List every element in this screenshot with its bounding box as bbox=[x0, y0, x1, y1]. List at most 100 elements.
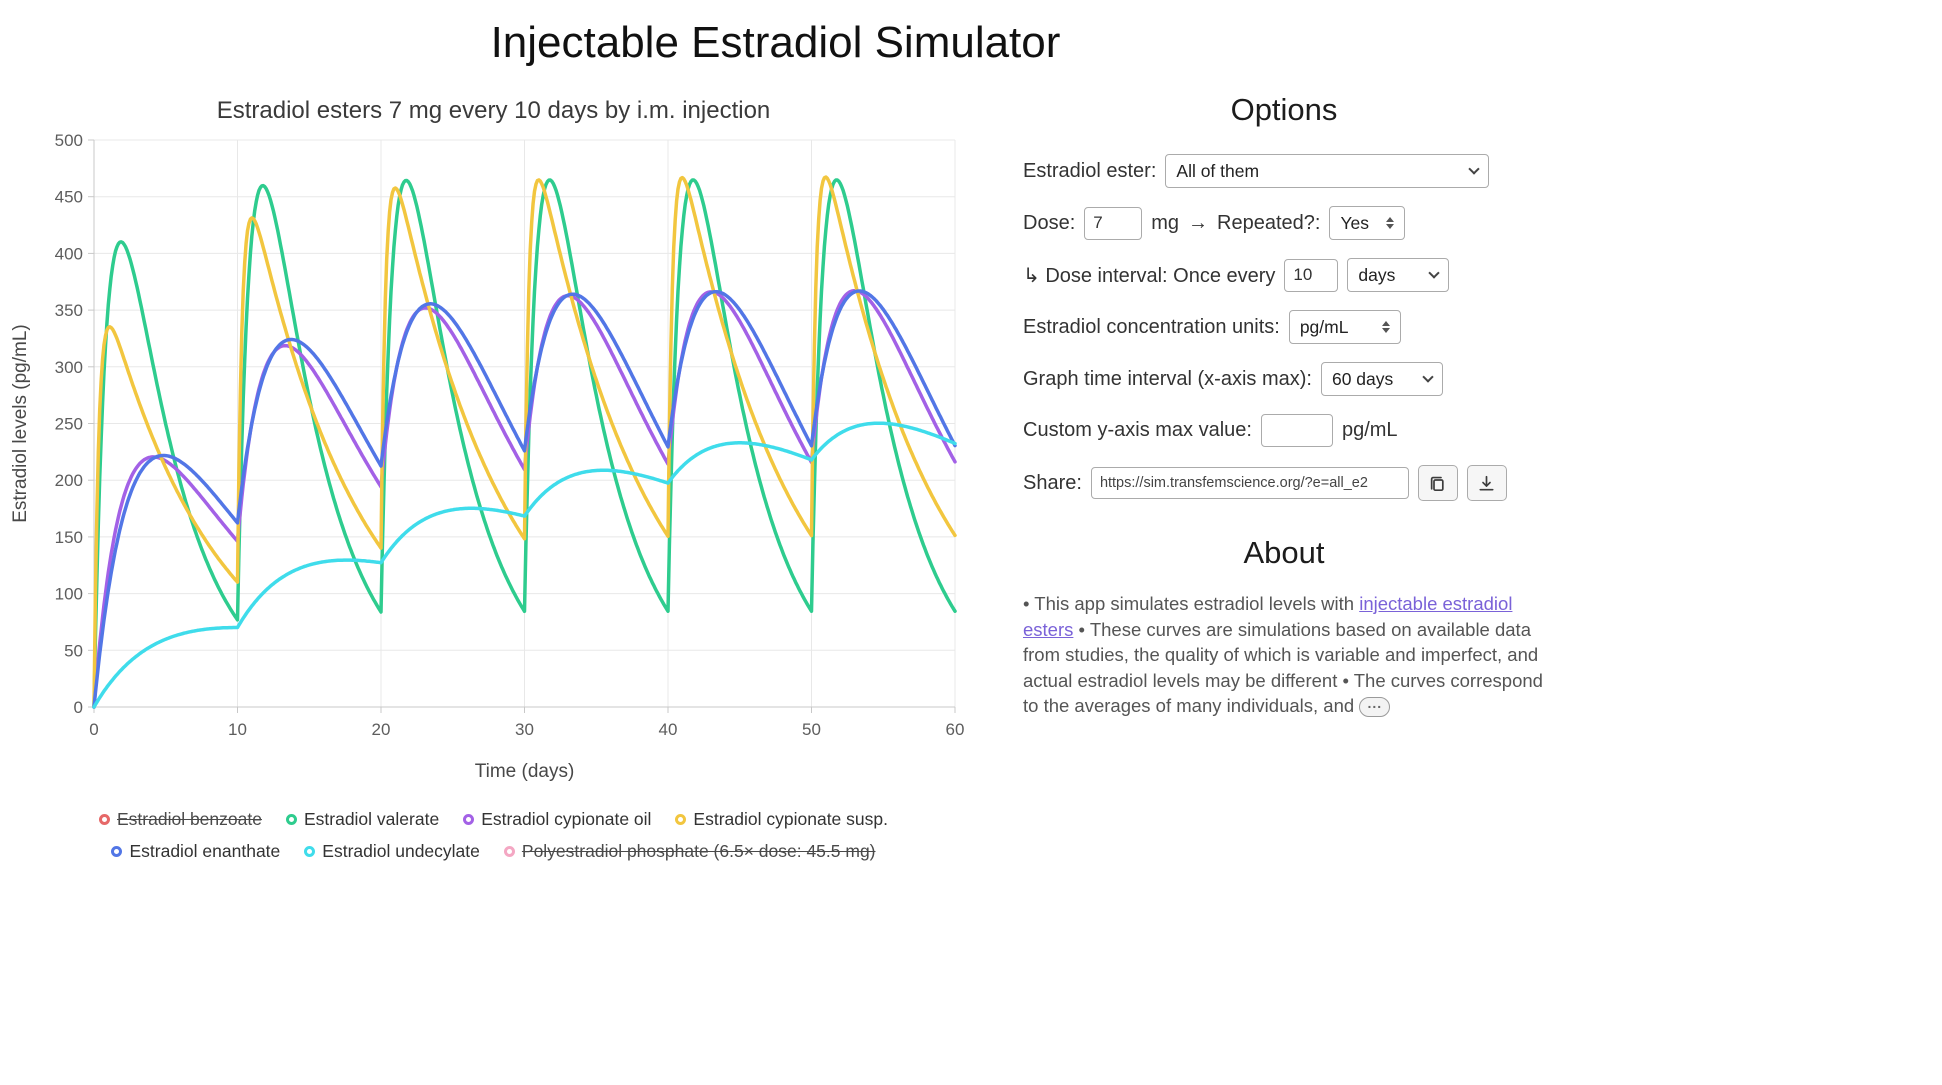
y-axis-title: Estradiol levels (pg/mL) bbox=[10, 324, 31, 523]
options-heading: Options bbox=[1230, 92, 1338, 127]
legend-label: Estradiol enanthate bbox=[129, 841, 281, 861]
y-tick-label: 300 bbox=[55, 358, 83, 377]
y-tick-label: 500 bbox=[55, 131, 83, 150]
legend-item[interactable]: Estradiol valerate bbox=[285, 809, 440, 830]
units-label: Estradiol concentration units: bbox=[1023, 315, 1280, 338]
series-estradiol-cypionate-susp-[interactable] bbox=[92, 175, 957, 709]
download-icon bbox=[1479, 475, 1494, 491]
series-estradiol-undecylate[interactable] bbox=[92, 421, 957, 709]
legend-marker-icon bbox=[463, 814, 475, 825]
x-tick-label: 60 bbox=[946, 720, 965, 739]
ester-select-value: All of them bbox=[1176, 160, 1260, 181]
legend-label: Estradiol undecylate bbox=[322, 841, 480, 861]
y-tick-label: 250 bbox=[55, 415, 83, 434]
y-tick-label: 450 bbox=[55, 188, 83, 207]
dose-interval-unit-select[interactable]: days bbox=[1347, 258, 1450, 292]
legend-marker-icon bbox=[111, 846, 123, 857]
x-tick-label: 50 bbox=[802, 720, 821, 739]
ymax-unit-label: pg/mL bbox=[1341, 419, 1398, 441]
legend-item[interactable]: Estradiol cypionate oil bbox=[463, 809, 651, 830]
legend-label: Polyestradiol phosphate (6.5× dose: 45.5… bbox=[521, 841, 876, 861]
repeated-label: Repeated?: bbox=[1217, 211, 1321, 234]
up-down-arrows-icon bbox=[1381, 321, 1390, 333]
share-url-input[interactable] bbox=[1090, 467, 1409, 499]
y-tick-label: 0 bbox=[74, 698, 83, 717]
share-row: Share: bbox=[1023, 465, 1545, 501]
x-tick-label: 10 bbox=[228, 720, 247, 739]
chart-section: 0 50 100 150 200 250 300 350 400 450 500 0 10 20 30 40 5… bbox=[6, 92, 981, 873]
graph-interval-row: Graph time interval (x-axis max): 60 day… bbox=[1023, 362, 1545, 396]
legend-marker-icon bbox=[675, 814, 687, 825]
units-row: Estradiol concentration units: pg/mL bbox=[1023, 310, 1545, 344]
dose-input[interactable] bbox=[1084, 206, 1143, 240]
legend-marker-icon bbox=[503, 846, 515, 857]
copy-icon bbox=[1431, 476, 1445, 491]
ymax-row: Custom y-axis max value: pg/mL bbox=[1023, 414, 1545, 447]
arrow-right-icon: → bbox=[1188, 211, 1209, 234]
legend-item[interactable]: Polyestradiol phosphate (6.5× dose: 45.5… bbox=[503, 841, 876, 862]
expand-about-button[interactable]: ... bbox=[1359, 696, 1391, 718]
download-button[interactable] bbox=[1466, 465, 1507, 501]
chevron-down-icon bbox=[1428, 267, 1441, 279]
x-tick-label: 20 bbox=[372, 720, 391, 739]
ester-select[interactable]: All of them bbox=[1165, 154, 1490, 188]
dose-interval-unit-value: days bbox=[1358, 264, 1396, 285]
x-tick-label: 0 bbox=[89, 720, 98, 739]
legend-row: Estradiol enanthate Estradiol undecylate P… bbox=[6, 841, 981, 862]
side-panel: Options Estradiol ester: All of them Dos… bbox=[1023, 92, 1545, 719]
copy-link-button[interactable] bbox=[1417, 465, 1458, 501]
dose-interval-row: ↳ Dose interval: Once every days bbox=[1023, 258, 1545, 292]
units-select-value: pg/mL bbox=[1299, 316, 1349, 337]
dose-row: Dose: mg → Repeated?: Yes bbox=[1023, 206, 1545, 240]
y-tick-label: 100 bbox=[55, 585, 83, 604]
chevron-down-icon bbox=[1468, 163, 1481, 175]
about-text-pre: • This app simulates estradiol levels wi… bbox=[1023, 593, 1360, 614]
y-tick-label: 400 bbox=[55, 244, 83, 263]
y-tick-label: 200 bbox=[55, 471, 83, 490]
legend-marker-icon bbox=[99, 814, 110, 825]
legend-item[interactable]: Estradiol cypionate susp. bbox=[675, 809, 888, 830]
y-tick-label: 150 bbox=[55, 528, 83, 547]
up-down-arrows-icon bbox=[1386, 217, 1395, 229]
legend-item[interactable]: Estradiol undecylate bbox=[304, 841, 480, 862]
graph-interval-label: Graph time interval (x-axis max): bbox=[1023, 367, 1312, 390]
injectable-esters-link[interactable]: injectable estradiol esters bbox=[1023, 593, 1513, 640]
x-tick-label: 40 bbox=[659, 720, 678, 739]
dose-interval-label: ↳ Dose interval: Once every bbox=[1023, 264, 1276, 287]
ymax-input[interactable] bbox=[1260, 414, 1333, 447]
legend-row: Estradiol benzoate Estradiol valerate Estr… bbox=[6, 809, 981, 830]
about-text-post: • These curves are simulations based on … bbox=[1023, 618, 1543, 717]
page-container: Injectable Estradiol Simulator 0 50 100 150… bbox=[6, 18, 1545, 873]
series-estradiol-enanthate[interactable] bbox=[92, 289, 957, 709]
graph-interval-select[interactable]: 60 days bbox=[1320, 362, 1443, 396]
repeated-select-value: Yes bbox=[1340, 212, 1370, 233]
y-tick-label: 50 bbox=[64, 641, 83, 660]
page-title: Injectable Estradiol Simulator bbox=[490, 18, 1061, 67]
chevron-down-icon bbox=[1422, 371, 1434, 383]
x-tick-label: 30 bbox=[515, 720, 534, 739]
share-label: Share: bbox=[1023, 471, 1082, 494]
legend-marker-icon bbox=[304, 846, 316, 857]
legend-item[interactable]: Estradiol enanthate bbox=[111, 841, 280, 862]
ymax-label: Custom y-axis max value: bbox=[1023, 419, 1252, 441]
legend-label: Estradiol cypionate oil bbox=[481, 809, 652, 829]
legend-marker-icon bbox=[285, 814, 297, 825]
dose-label: Dose: bbox=[1023, 211, 1076, 234]
chart-title: Estradiol esters 7 mg every 10 days by i… bbox=[217, 97, 771, 124]
dose-interval-input[interactable] bbox=[1284, 258, 1339, 292]
ester-label: Estradiol ester: bbox=[1023, 159, 1157, 182]
y-tick-label: 350 bbox=[55, 301, 83, 320]
dose-unit-label: mg bbox=[1151, 211, 1180, 234]
legend-label: Estradiol valerate bbox=[303, 809, 440, 829]
series-estradiol-valerate[interactable] bbox=[92, 178, 957, 709]
estradiol-chart[interactable]: 0 50 100 150 200 250 300 350 400 450 500 0 10 20 30 40 5… bbox=[6, 92, 981, 807]
legend-label: Estradiol benzoate bbox=[117, 809, 262, 829]
units-select[interactable]: pg/mL bbox=[1288, 310, 1401, 344]
about-text: • This app simulates estradiol levels wi… bbox=[1023, 591, 1545, 719]
legend-label: Estradiol cypionate susp. bbox=[693, 809, 888, 829]
repeated-select[interactable]: Yes bbox=[1329, 206, 1406, 240]
about-heading: About bbox=[1243, 535, 1325, 570]
chart-legend: Estradiol benzoate Estradiol valerate Estr… bbox=[6, 809, 981, 862]
legend-item[interactable]: Estradiol benzoate bbox=[99, 809, 262, 830]
graph-interval-value: 60 days bbox=[1331, 368, 1394, 389]
